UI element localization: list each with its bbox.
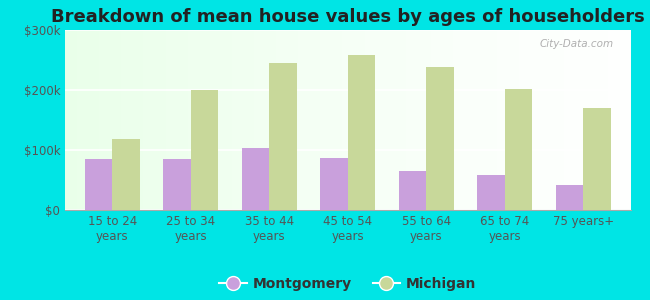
Bar — [477, 175, 505, 210]
Text: City-Data.com: City-Data.com — [540, 39, 614, 49]
Title: Breakdown of mean house values by ages of householders: Breakdown of mean house values by ages o… — [51, 8, 645, 26]
Legend: Montgomery, Michigan: Montgomery, Michigan — [214, 272, 482, 297]
Bar — [269, 63, 296, 210]
Bar — [242, 148, 269, 210]
Bar — [584, 108, 611, 210]
Bar — [84, 159, 112, 210]
Bar — [348, 55, 375, 210]
Bar — [505, 89, 532, 210]
Bar — [426, 67, 454, 210]
Bar — [190, 90, 218, 210]
Bar — [399, 171, 426, 210]
Bar — [112, 139, 140, 210]
Bar — [320, 158, 348, 210]
Bar — [163, 159, 190, 210]
Bar — [556, 185, 584, 210]
